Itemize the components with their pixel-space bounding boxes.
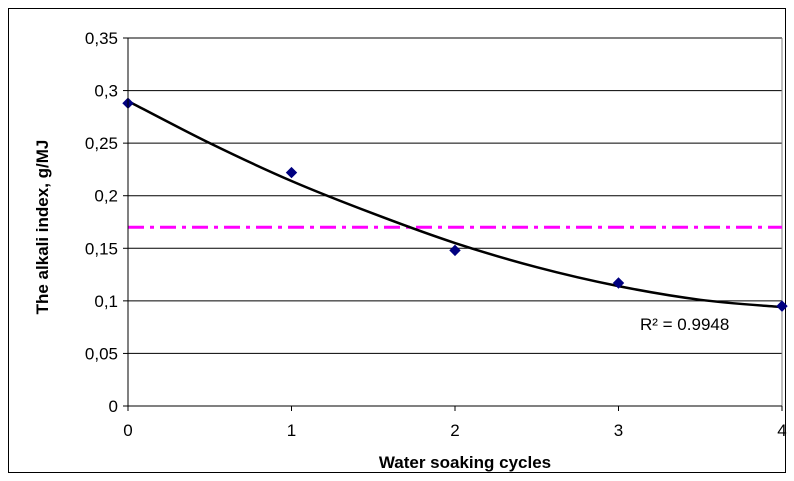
y-tick-label: 0 xyxy=(109,397,118,416)
data-point xyxy=(449,244,461,257)
y-tick-label: 0,35 xyxy=(85,29,118,48)
chart-frame xyxy=(8,8,786,473)
x-axis-label: Water soaking cycles xyxy=(379,453,551,472)
y-tick-label: 0,15 xyxy=(85,239,118,258)
axes xyxy=(123,37,783,411)
y-tick-label: 0,2 xyxy=(94,187,118,206)
y-tick-label: 0,05 xyxy=(85,344,118,363)
y-tick-labels: 0 0,05 0,1 0,15 0,2 0,25 0,3 0,35 xyxy=(85,29,118,416)
x-tick-label: 0 xyxy=(123,421,132,440)
trendline xyxy=(127,99,783,309)
x-tick-label: 4 xyxy=(777,421,786,440)
data-point xyxy=(776,300,788,312)
y-axis-label: The alkali index, g/MJ xyxy=(33,140,52,315)
x-tick-label: 1 xyxy=(287,421,296,440)
r-squared-label: R² = 0.9948 xyxy=(640,315,729,334)
grid-lines xyxy=(128,37,783,406)
data-point xyxy=(285,166,298,179)
data-points-layer xyxy=(122,97,788,312)
data-point xyxy=(612,277,625,289)
x-tick-label: 3 xyxy=(614,421,623,440)
y-tick-label: 0,1 xyxy=(94,292,118,311)
trendline-layer xyxy=(127,99,783,309)
x-tick-labels: 0 1 2 3 4 xyxy=(123,421,786,440)
y-tick-label: 0,25 xyxy=(85,134,118,153)
y-tick-label: 0,3 xyxy=(94,82,118,101)
x-tick-label: 2 xyxy=(450,421,459,440)
